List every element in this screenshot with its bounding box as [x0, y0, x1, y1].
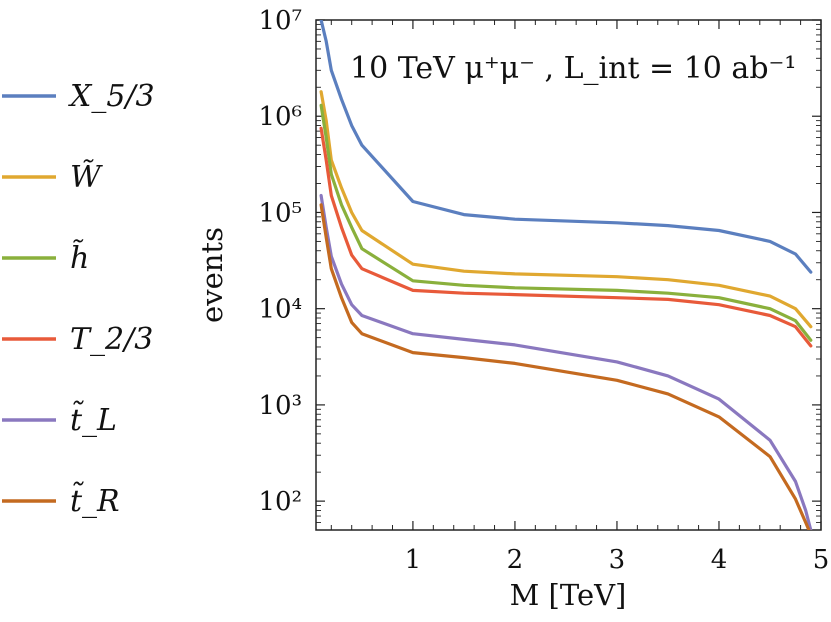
series-line-6: [319, 203, 811, 530]
x-tick-label: 4: [711, 545, 728, 575]
x-tick-label: 1: [405, 545, 422, 575]
series-line-1: [319, 20, 813, 274]
legend-label-5: t̃_L: [70, 400, 117, 438]
series-line-4: [319, 126, 813, 348]
x-tick-label: 5: [813, 545, 830, 575]
legend-label-2: W̃: [70, 160, 103, 195]
series-lines: [319, 20, 813, 530]
y-tick-label: 10³: [258, 391, 302, 421]
legend: X_5/3 W̃ h̃ T_2/3 t̃_L t̃_R: [2, 79, 155, 519]
legend-label-6: t̃_R: [70, 481, 120, 519]
x-axis-title: M [TeV]: [510, 578, 627, 612]
plot-frame: [315, 19, 822, 531]
y-tick-label: 10⁷: [258, 6, 302, 36]
y-tick-label: 10⁶: [258, 102, 302, 132]
y-axis-title: events: [195, 227, 229, 323]
legend-label-1: X_5/3: [68, 79, 155, 114]
series-line-3: [319, 103, 813, 342]
x-tick-label: 2: [507, 545, 524, 575]
legend-label-3: h̃: [70, 239, 89, 276]
legend-label-4: T_2/3: [70, 322, 153, 357]
series-line-2: [319, 90, 813, 329]
chart-annotation: 10 TeV μ⁺μ⁻ , L_int = 10 ab⁻¹: [350, 51, 796, 86]
y-tick-label: 10⁵: [258, 198, 302, 228]
x-tick-label: 3: [609, 545, 626, 575]
y-tick-label: 10⁴: [258, 295, 302, 325]
y-tick-labels: 10² 10³ 10⁴ 10⁵ 10⁶ 10⁷: [258, 6, 302, 517]
x-tick-labels: 1 2 3 4 5: [405, 545, 830, 575]
y-tick-label: 10²: [258, 487, 302, 517]
series-line-5: [319, 193, 813, 530]
